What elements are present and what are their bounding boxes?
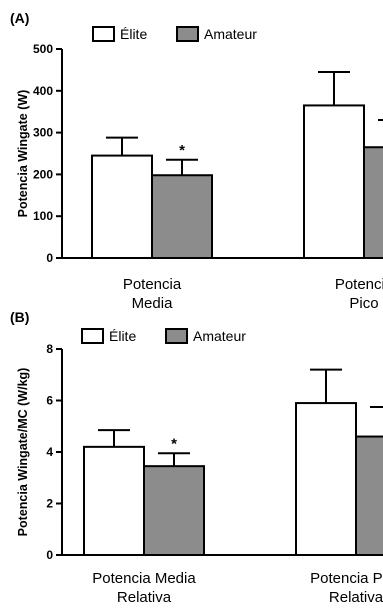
y-tick-label: 0 [46,251,53,265]
x-category-label: Relativa [117,589,172,606]
panel-a-label: (A) [10,10,29,26]
legend-label-élite: Élite [120,26,147,42]
bar-amateur [363,146,383,259]
x-category-label: Potencia [123,276,182,293]
y-tick-label: 8 [46,342,53,356]
x-category-label: Relativa [329,589,383,606]
x-category-label: Potencia Media [92,570,196,587]
bar-élite [91,154,153,259]
legend-label-amateur: Amateur [204,26,257,42]
y-axis-label: Potencia Wingate (W) [16,90,30,218]
legend-label-élite: Élite [109,328,136,344]
y-tick-label: 2 [46,497,53,511]
bar-élite [83,445,145,557]
legend-swatch-amateur [165,328,188,344]
significance-marker: * [171,435,177,452]
y-tick-label: 4 [46,445,53,459]
y-tick-label: 500 [33,42,53,56]
x-category-label: Media [132,295,174,312]
y-tick-label: 400 [33,84,53,98]
y-tick-label: 300 [33,126,53,140]
legend-swatch-élite [92,26,115,42]
bar-amateur [143,465,205,557]
x-category-label: Pico [349,295,378,312]
legend-label-amateur: Amateur [193,328,246,344]
bar-élite [303,104,365,260]
panel-a: (A) 0 100 200 300 400 500 Potencia Wingate (W)… [10,10,383,312]
y-tick-label: 0 [46,548,53,562]
y-tick-label: 100 [33,209,53,223]
y-tick-label: 200 [33,167,53,181]
legend-swatch-élite [81,328,104,344]
panel-b-label: (B) [10,309,29,325]
bar-élite [295,402,357,557]
y-tick-label: 6 [46,394,53,408]
x-category-label: Potencia [335,276,383,293]
y-axis-label: Potencia Wingate/MC (W/kg) [16,368,30,537]
legend-swatch-amateur [176,26,199,42]
bar-amateur [355,435,383,556]
bar-amateur [151,174,213,259]
significance-marker: * [179,142,185,159]
x-category-label: Potencia Pico [310,570,383,587]
